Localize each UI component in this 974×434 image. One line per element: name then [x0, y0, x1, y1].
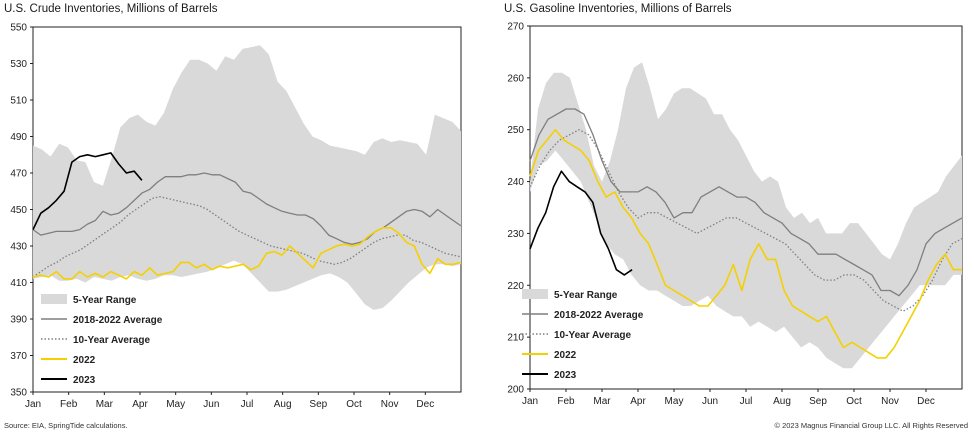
crude-legend-swatch-range [41, 294, 67, 304]
crude-2022-line [32, 227, 462, 280]
crude-y-tick-label: 470 [10, 169, 27, 180]
crude-y-tick-label: 430 [10, 242, 27, 253]
crude-x-tick-label: Aug [274, 399, 292, 410]
gasoline-legend-swatch-range [522, 289, 548, 299]
gasoline-x-tick-label: Apr [630, 396, 646, 407]
gasoline-y-tick-label: 230 [507, 229, 524, 240]
crude-legend-label: 2018-2022 Average [73, 315, 163, 326]
crude-chart: 350 370 390 410 430 450 470 490 510 530 550 Jan Feb M… [10, 23, 462, 410]
gasoline-legend-label: 10-Year Average [554, 330, 632, 341]
crude-x-tick-label: Oct [346, 399, 362, 410]
gasoline-legend-label: 5-Year Range [554, 290, 618, 301]
crude-10yr-average-line [32, 196, 462, 278]
crude-y-tick-label: 410 [10, 278, 27, 289]
gasoline-x-tick-label: Mar [593, 396, 611, 407]
gasoline-5yr-average-line [529, 108, 963, 297]
gasoline-y-tick-label: 210 [507, 333, 524, 344]
source-note: Source: EIA, SpringTide calculations. [4, 421, 128, 430]
crude-x-tick-label: Mar [96, 399, 114, 410]
gasoline-x-tick-label: Jul [740, 396, 753, 407]
crude-5yr-average-line [32, 172, 462, 245]
gasoline-10yr-average-line [529, 129, 963, 312]
crude-x-tick-label: Dec [416, 399, 434, 410]
crude-y-tick-label: 550 [10, 23, 27, 34]
crude-x-tick-label: Sep [309, 399, 327, 410]
gasoline-y-tick-label: 250 [507, 125, 524, 136]
gasoline-chart: 200 210 220 230 240 250 260 270 Jan Feb Mar Apr May J… [507, 22, 963, 407]
gasoline-y-tick-label: 270 [507, 22, 524, 33]
crude-y-tick-label: 530 [10, 59, 27, 70]
gasoline-x-tick-label: Aug [773, 396, 791, 407]
crude-y-tick-label: 450 [10, 205, 27, 216]
copyright-note: © 2023 Magnus Financial Group LLC. All R… [774, 421, 968, 430]
gasoline-2022-line [529, 128, 962, 359]
crude-2023-line [32, 152, 143, 230]
gasoline-x-tick-label: Jun [702, 396, 718, 407]
crude-y-tick-label: 510 [10, 96, 27, 107]
crude-chart-title: U.S. Crude Inventories, Millions of Barr… [4, 3, 218, 15]
crude-legend-label: 5-Year Range [73, 295, 137, 306]
gasoline-5yr-range-band [530, 62, 962, 369]
gasoline-x-tick-label: May [665, 396, 684, 407]
gasoline-legend-label: 2022 [554, 350, 577, 361]
crude-x-tick-label: Feb [60, 399, 78, 410]
crude-y-tick-label: 370 [10, 351, 27, 362]
crude-y-tick-label: 490 [10, 132, 27, 143]
crude-legend-label: 2022 [73, 355, 96, 366]
crude-x-tick-label: Apr [132, 399, 148, 410]
gasoline-y-tick-label: 200 [507, 385, 524, 396]
crude-x-tick-label: Jan [25, 399, 41, 410]
crude-legend-label: 2023 [73, 375, 96, 386]
gasoline-x-tick-label: Jan [522, 396, 538, 407]
crude-x-tick-label: Jul [241, 399, 254, 410]
gasoline-legend-label: 2023 [554, 370, 577, 381]
crude-x-tick-label: May [166, 399, 185, 410]
gasoline-chart-title: U.S. Gasoline Inventories, Millions of B… [504, 3, 732, 15]
gasoline-y-tick-label: 260 [507, 73, 524, 84]
gasoline-y-tick-label: 220 [507, 281, 524, 292]
crude-legend-label: 10-Year Average [73, 335, 151, 346]
crude-x-tick-label: Jun [203, 399, 219, 410]
gasoline-x-tick-label: Oct [846, 396, 862, 407]
gasoline-2023-line [529, 170, 633, 276]
gasoline-legend-label: 2018-2022 Average [554, 310, 644, 321]
crude-y-tick-label: 350 [10, 388, 27, 399]
gasoline-x-tick-label: Feb [557, 396, 575, 407]
gasoline-x-tick-label: Sep [809, 396, 827, 407]
crude-x-tick-label: Nov [381, 399, 399, 410]
crude-5yr-range-band [33, 45, 461, 310]
crude-y-tick-label: 390 [10, 315, 27, 326]
gasoline-x-tick-label: Dec [917, 396, 935, 407]
gasoline-x-tick-label: Nov [881, 396, 899, 407]
gasoline-y-tick-label: 240 [507, 177, 524, 188]
